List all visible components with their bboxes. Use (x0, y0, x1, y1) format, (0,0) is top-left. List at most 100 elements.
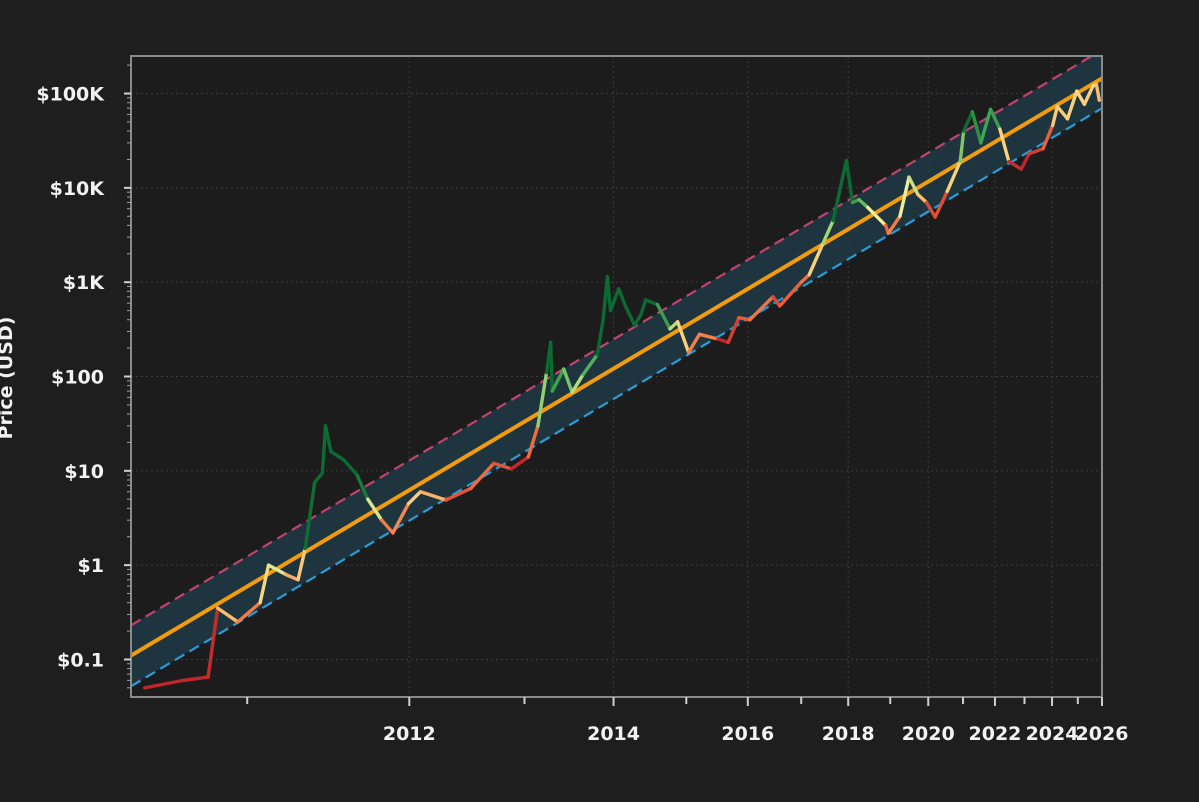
price-segment (844, 158, 855, 205)
price-segment (907, 175, 920, 197)
price-segment (933, 189, 949, 219)
price-segment (866, 205, 888, 228)
price-segment (526, 424, 540, 459)
price-segment (1019, 152, 1031, 171)
price-segment (1055, 104, 1070, 121)
price-segment (536, 370, 549, 428)
price-segment (323, 424, 333, 454)
price-segment (142, 678, 185, 690)
x-tick-label: 2016 (721, 723, 774, 745)
price-segment (570, 372, 585, 394)
price-segment (380, 518, 395, 535)
price-segment (675, 320, 691, 355)
price-segment (1041, 123, 1055, 151)
price-segment (737, 316, 752, 322)
price-segment (550, 367, 566, 393)
price-segment (562, 367, 574, 394)
price-segment (181, 675, 210, 683)
price-segment (998, 127, 1011, 164)
price-segment (312, 471, 325, 485)
price-segment (726, 316, 741, 345)
price-segment (329, 449, 346, 462)
price-segment (771, 295, 782, 308)
channel-band (131, 56, 1102, 687)
price-segment (444, 486, 473, 502)
price-segment (961, 110, 975, 133)
price-segment (303, 480, 317, 551)
price-segment (655, 302, 672, 331)
price-segment (418, 490, 448, 502)
price-segment (283, 572, 300, 582)
price-segment (1027, 147, 1045, 156)
price-segment (988, 107, 1002, 131)
x-tick-label: 2022 (969, 723, 1022, 745)
price-segment (1075, 89, 1087, 106)
x-tick-label: 2020 (902, 723, 955, 745)
price-segment (258, 563, 271, 605)
x-tick-label: 2026 (1076, 723, 1129, 745)
price-segment (970, 110, 983, 145)
price-segment (821, 218, 835, 245)
price-segment (1007, 159, 1023, 171)
price-segment (898, 175, 911, 218)
price-segment (1094, 82, 1101, 102)
price-segment (945, 159, 962, 193)
price-segment (355, 473, 370, 501)
price-segment (236, 600, 262, 624)
price-segment (716, 337, 730, 345)
x-tick-label: 2014 (587, 723, 640, 745)
price-segment (342, 458, 359, 477)
price-segment (492, 461, 514, 471)
price-segment (406, 490, 423, 506)
price-segment (206, 606, 220, 679)
price-segment (1065, 89, 1079, 121)
y-axis-ticks: $0.1 $1 $10 $100 $1K $10K $100K (36, 64, 131, 689)
price-segment (1050, 104, 1060, 128)
price-segment (320, 424, 328, 475)
price-segment (831, 158, 849, 223)
price-segment (296, 546, 307, 582)
price-segment (748, 295, 775, 322)
price-segment (509, 455, 530, 471)
y-tick-label: $1K (63, 272, 105, 294)
price-segment (608, 287, 621, 313)
price-segment (686, 332, 702, 355)
price-segment (924, 200, 937, 219)
upper-band-line (131, 56, 1094, 627)
price-segment (778, 280, 803, 308)
price-segment (886, 214, 902, 235)
price-segment (1082, 84, 1095, 106)
price-segment (266, 563, 288, 576)
price-segment (391, 501, 411, 535)
y-tick-label: $1 (78, 555, 104, 577)
x-tick-label: 2024 (1026, 723, 1079, 745)
price-segment (595, 318, 605, 357)
price-segment (469, 461, 496, 491)
y-tick-label: $10 (64, 461, 104, 483)
price-segment (581, 353, 599, 377)
price-segment (697, 332, 720, 341)
price-segment (643, 298, 660, 307)
y-tick-label: $0.1 (57, 649, 104, 671)
price-segment (979, 107, 993, 145)
price-segment (857, 197, 870, 210)
price-segment (639, 298, 648, 317)
fair-value-line (131, 76, 1102, 658)
y-tick-label: $100 (51, 367, 104, 389)
price-segment (605, 274, 613, 313)
price-segment (807, 241, 825, 277)
price-series (142, 82, 1101, 690)
x-tick-label: 2018 (822, 723, 875, 745)
price-segment (623, 304, 637, 327)
y-tick-label: $10K (50, 178, 106, 200)
price-segment (548, 340, 554, 393)
y-tick-label: $100K (36, 84, 105, 106)
price-segment (799, 273, 811, 284)
price-segment (958, 129, 966, 164)
price-segment (215, 606, 240, 624)
price-segment (617, 287, 628, 308)
price-segment (632, 313, 643, 327)
x-tick-label: 2012 (383, 723, 436, 745)
